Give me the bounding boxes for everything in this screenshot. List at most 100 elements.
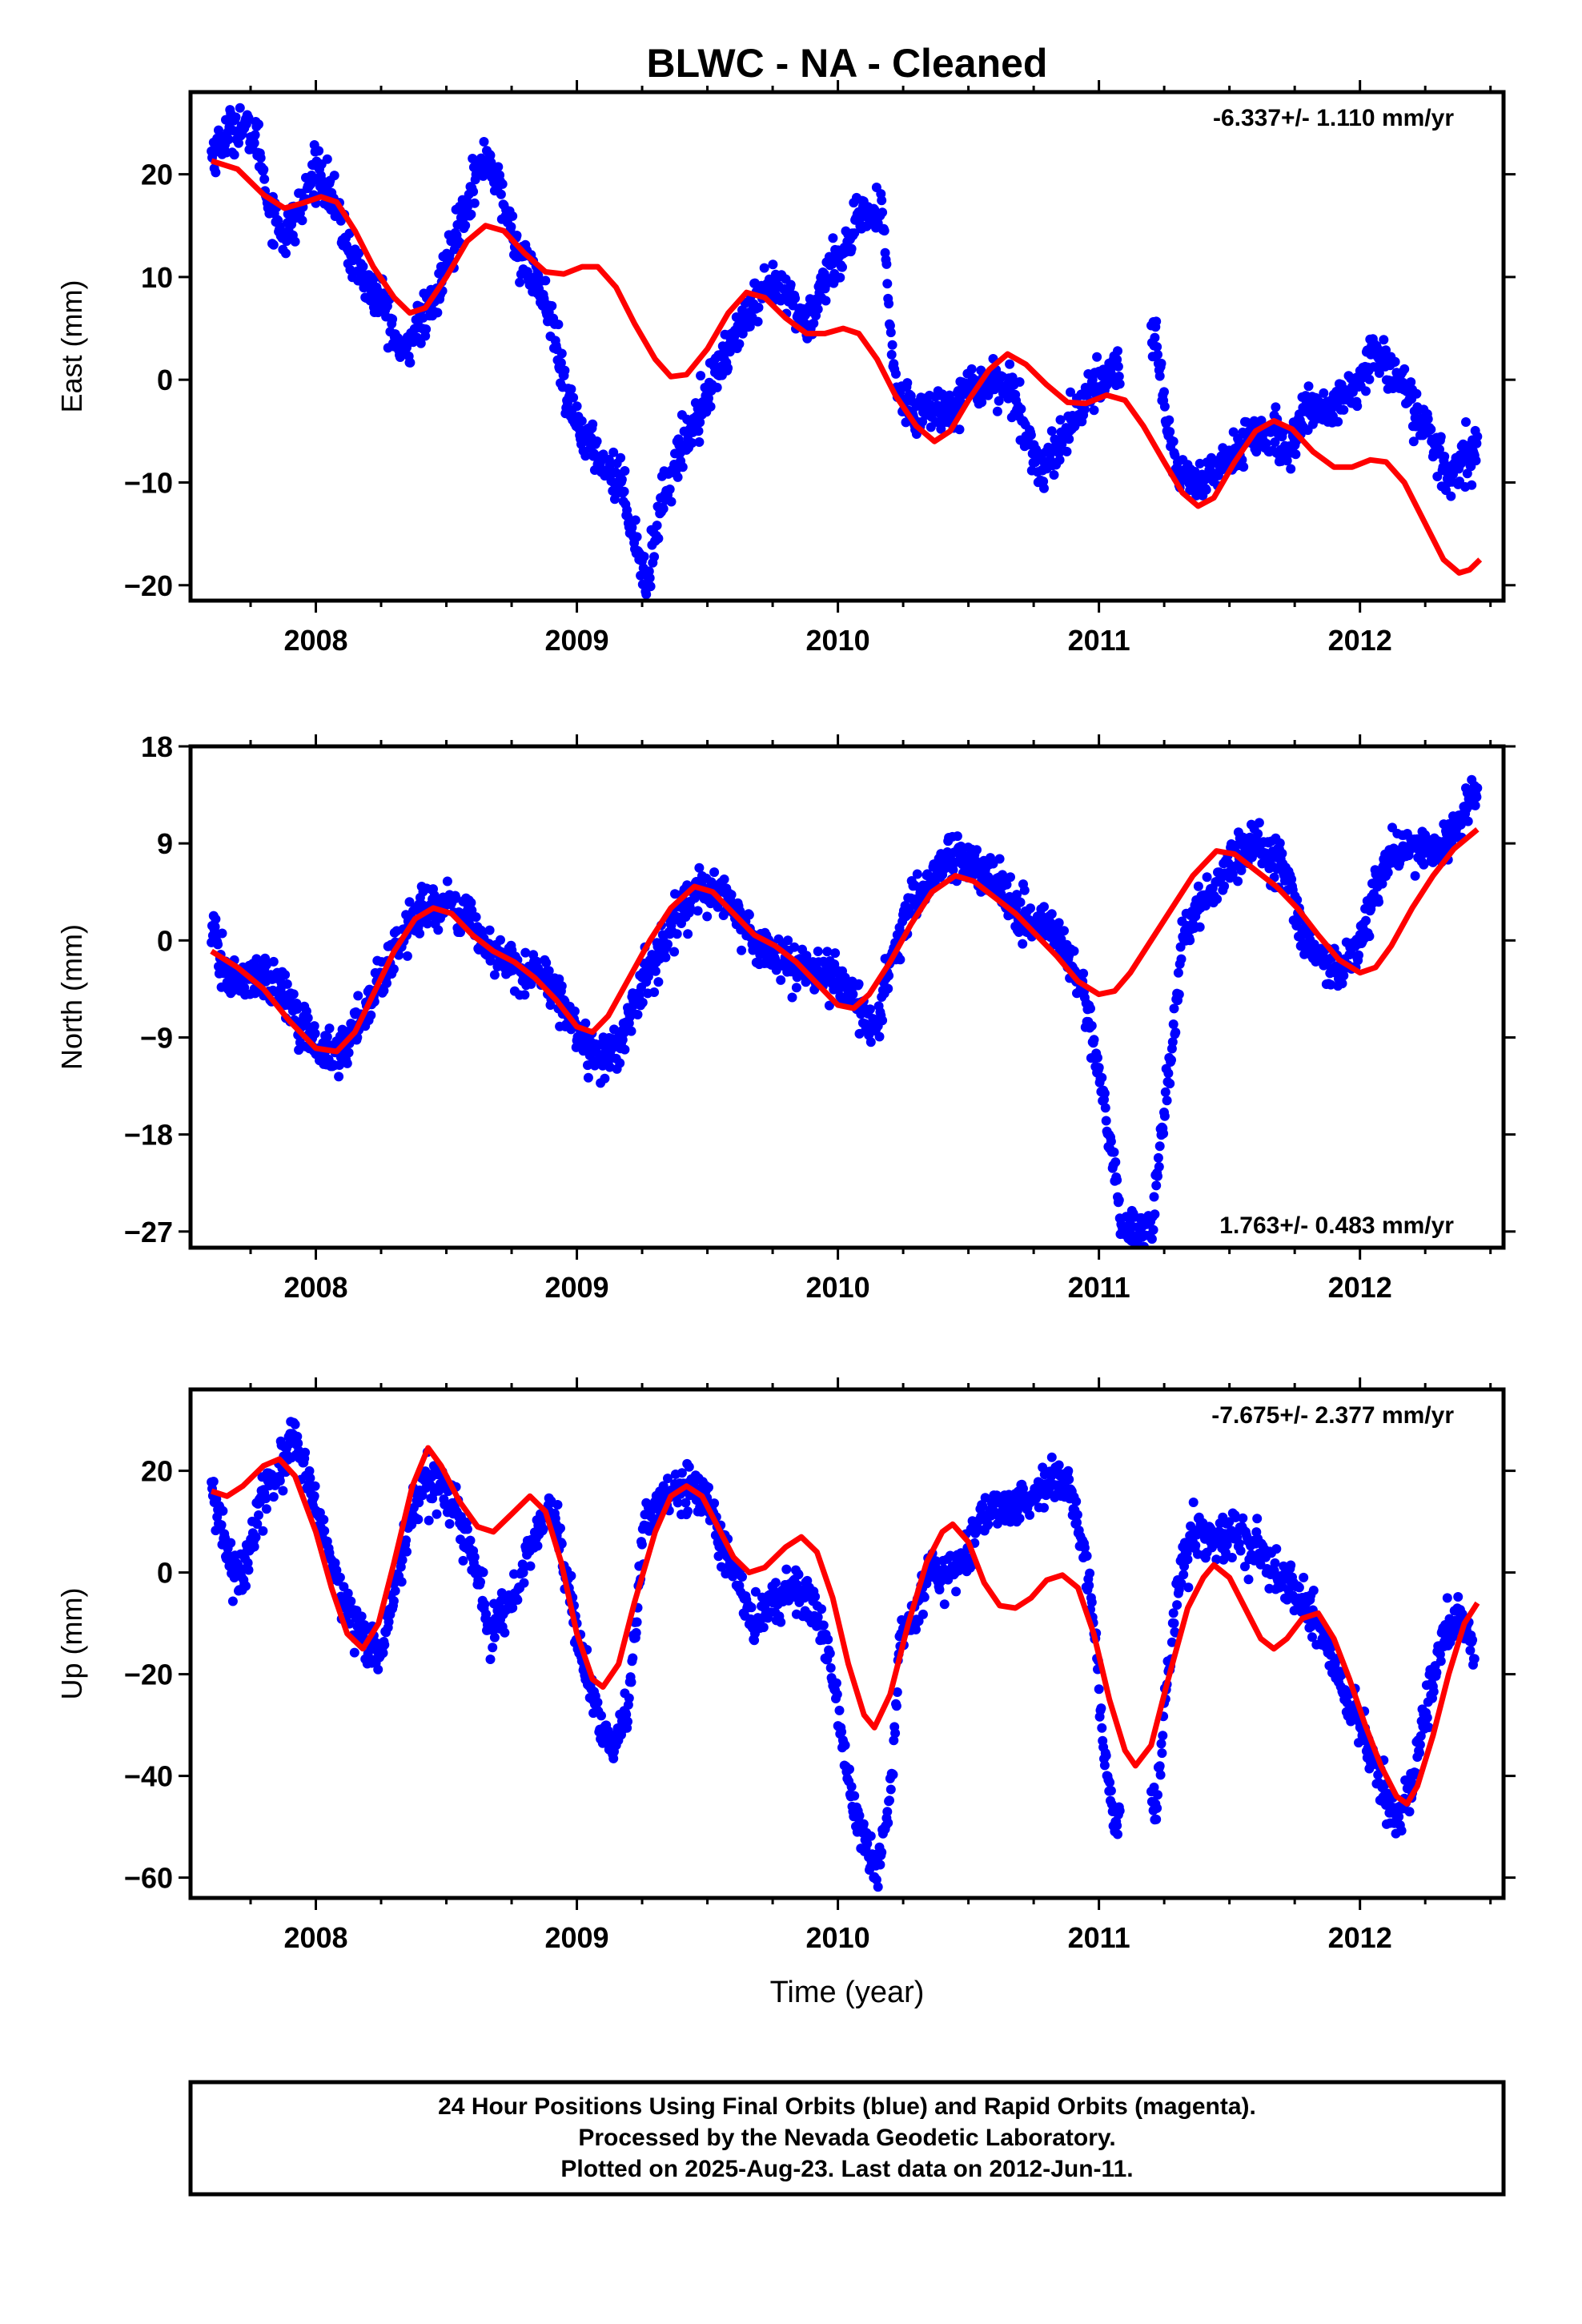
data-point bbox=[218, 1506, 228, 1516]
data-point bbox=[489, 1632, 500, 1642]
data-point bbox=[1239, 462, 1249, 472]
data-point bbox=[719, 875, 729, 884]
y-tick-label: 10 bbox=[141, 261, 173, 294]
data-point bbox=[259, 174, 270, 184]
data-point bbox=[309, 1491, 319, 1502]
rate-annotation: -6.337+/- 1.110 mm/yr bbox=[1213, 105, 1454, 131]
data-point bbox=[624, 1693, 634, 1703]
data-point bbox=[663, 1474, 673, 1484]
data-point bbox=[592, 436, 602, 446]
data-point bbox=[1086, 1003, 1095, 1014]
data-point bbox=[547, 301, 557, 311]
data-point bbox=[488, 1642, 498, 1653]
data-point bbox=[1089, 405, 1099, 416]
data-point bbox=[848, 989, 858, 999]
data-point bbox=[792, 1580, 802, 1590]
data-point bbox=[566, 384, 576, 394]
data-point bbox=[1112, 1820, 1122, 1831]
data-point bbox=[512, 231, 522, 240]
data-point bbox=[952, 831, 962, 842]
data-point bbox=[241, 1581, 251, 1591]
data-point bbox=[451, 893, 461, 903]
data-point bbox=[1155, 1770, 1166, 1780]
data-point bbox=[759, 263, 769, 273]
data-point bbox=[1165, 427, 1175, 437]
data-point bbox=[216, 1520, 227, 1530]
plot-frame bbox=[188, 90, 1506, 603]
data-point bbox=[817, 1604, 827, 1614]
y-tick-label: −9 bbox=[140, 1021, 173, 1054]
data-point bbox=[885, 328, 896, 338]
data-point bbox=[460, 220, 471, 231]
data-point bbox=[322, 1031, 332, 1042]
data-point bbox=[746, 1602, 757, 1613]
data-point bbox=[243, 1565, 254, 1575]
data-point bbox=[1158, 1128, 1169, 1139]
data-point bbox=[677, 462, 688, 472]
data-point bbox=[1014, 377, 1025, 387]
data-point bbox=[1110, 1157, 1121, 1168]
data-point bbox=[845, 1764, 854, 1775]
data-point bbox=[281, 248, 291, 259]
data-point bbox=[366, 1010, 376, 1020]
data-point bbox=[734, 339, 745, 349]
data-point bbox=[556, 1523, 565, 1534]
data-point bbox=[468, 187, 479, 197]
data-point bbox=[1016, 404, 1026, 414]
data-point bbox=[519, 1578, 529, 1588]
data-point bbox=[288, 989, 299, 999]
data-point bbox=[1026, 903, 1035, 914]
data-point bbox=[858, 1819, 869, 1829]
data-point bbox=[259, 164, 269, 175]
data-point bbox=[791, 983, 801, 993]
data-point bbox=[853, 979, 864, 989]
data-point bbox=[1410, 870, 1420, 881]
data-points-up bbox=[207, 1417, 1480, 1898]
data-point bbox=[1381, 345, 1391, 356]
data-point bbox=[329, 171, 339, 181]
data-point bbox=[835, 272, 845, 283]
data-point bbox=[456, 927, 465, 938]
data-point bbox=[231, 112, 241, 123]
data-point bbox=[702, 911, 713, 922]
data-point bbox=[373, 1664, 383, 1675]
x-tick-label: 2009 bbox=[544, 624, 608, 657]
data-point bbox=[1099, 1088, 1110, 1099]
data-point bbox=[1113, 1829, 1122, 1839]
data-point bbox=[304, 1466, 315, 1476]
data-point bbox=[387, 314, 398, 324]
y-tick-label: 0 bbox=[157, 924, 173, 957]
x-tick-label: 2010 bbox=[806, 624, 870, 657]
data-point bbox=[615, 1058, 625, 1068]
data-point bbox=[1114, 1195, 1124, 1205]
data-point bbox=[1164, 415, 1174, 425]
data-point bbox=[1195, 922, 1205, 932]
data-point bbox=[508, 1602, 518, 1613]
data-point bbox=[1227, 869, 1238, 879]
data-point bbox=[1166, 1637, 1177, 1647]
data-point bbox=[1472, 783, 1483, 793]
data-point bbox=[254, 119, 263, 130]
data-point bbox=[1150, 1209, 1160, 1220]
data-point bbox=[1062, 446, 1072, 456]
data-point bbox=[342, 1058, 352, 1068]
data-point bbox=[1212, 894, 1223, 904]
data-point bbox=[1002, 879, 1012, 890]
data-point bbox=[1162, 1096, 1172, 1106]
data-point bbox=[1364, 931, 1375, 942]
data-point bbox=[789, 942, 800, 952]
data-point bbox=[397, 1555, 408, 1565]
data-point bbox=[608, 1753, 619, 1763]
data-point bbox=[1054, 455, 1065, 465]
data-point bbox=[1339, 404, 1349, 415]
data-point bbox=[572, 401, 582, 412]
fit-curve-north bbox=[210, 827, 1480, 1055]
x-tick-label: 2008 bbox=[283, 624, 347, 657]
data-point bbox=[877, 207, 888, 218]
data-point bbox=[887, 340, 897, 350]
data-point bbox=[1156, 1739, 1166, 1749]
data-point bbox=[709, 1498, 720, 1509]
data-point bbox=[1146, 1234, 1157, 1244]
data-point bbox=[821, 296, 831, 306]
data-point bbox=[704, 393, 713, 404]
